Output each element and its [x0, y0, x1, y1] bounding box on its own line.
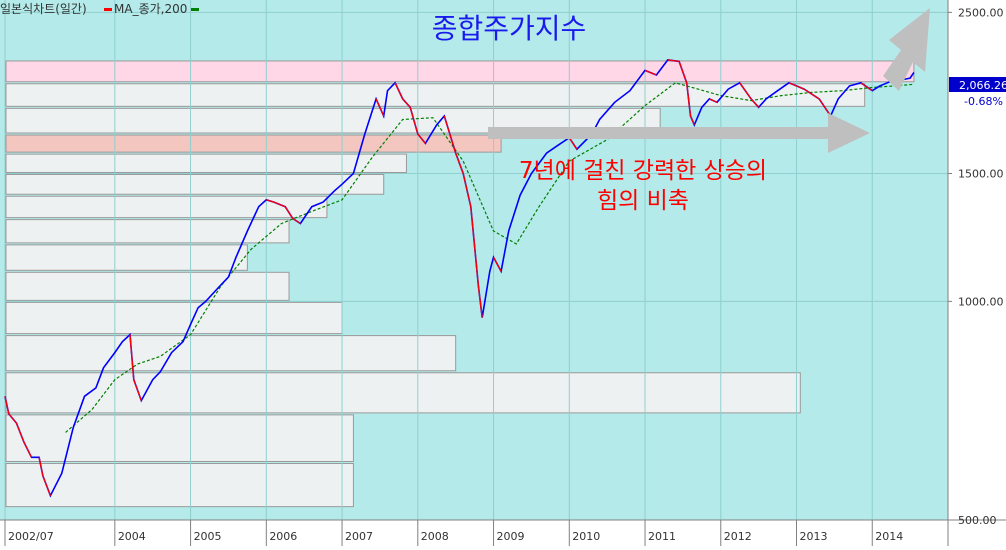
volume-profile-bar-13 — [5, 414, 354, 462]
volume-profile-bar-14 — [5, 462, 354, 508]
price-down-segment-32 — [273, 201, 286, 208]
legend-ma-label: MA_종가,200 — [114, 2, 187, 16]
y-tick-label-0: 2500.00 — [958, 6, 1004, 19]
price-down-segment-42 — [375, 98, 385, 117]
price-down-segment-45 — [394, 82, 404, 100]
price-down-segment-74 — [678, 61, 688, 83]
price-down-segment-83 — [750, 98, 760, 108]
volume-profile-bar-8 — [5, 244, 248, 271]
volume-profile-bar-6 — [5, 195, 328, 219]
price-down-segment-2 — [8, 413, 17, 424]
last-price-badge — [949, 77, 1006, 92]
y-tick-label-2: 1000.00 — [958, 295, 1004, 308]
legend-chart-name: 일본식차트(일간) — [0, 2, 87, 16]
last-price-change: -0.68% — [964, 95, 1003, 108]
price-down-segment-76 — [689, 115, 695, 126]
price-down-segment-58 — [492, 256, 502, 272]
price-down-segment-16 — [129, 334, 135, 380]
annotation-line-2: 힘의 비축 — [597, 188, 689, 214]
volume-profile-bar-5 — [5, 173, 385, 195]
price-down-segment-71 — [644, 69, 657, 76]
volume-profile-bar-3 — [5, 134, 502, 153]
x-tick-label-9: 2012 — [724, 530, 752, 543]
price-down-segment-90 — [818, 98, 832, 117]
price-down-segment-3 — [15, 422, 25, 443]
trend-arrows — [488, 8, 930, 153]
volume-profile-bar-7 — [5, 219, 290, 244]
volume-profile-bar-11 — [5, 335, 457, 372]
price-down-segment-34 — [292, 218, 301, 225]
price-down-segment-48 — [417, 133, 426, 144]
price-down-segment-52 — [455, 152, 464, 174]
price-series — [4, 59, 915, 498]
volume-profile-bar-1 — [5, 83, 866, 107]
x-tick-label-2: 2005 — [194, 530, 222, 543]
x-tick-label-11: 2014 — [875, 530, 903, 543]
y-tick-label-3: 500.00 — [958, 514, 997, 527]
volume-profile — [5, 60, 915, 508]
x-tick-label-4: 2007 — [345, 530, 373, 543]
price-down-segment-47 — [409, 107, 419, 135]
x-tick-label-1: 2004 — [118, 530, 146, 543]
price-down-segment-89 — [803, 88, 820, 100]
price-down-segment-33 — [284, 206, 294, 219]
y-tick-label-1: 1500.00 — [958, 167, 1004, 180]
legend-price-swatch — [104, 8, 112, 11]
price-down-segment-88 — [796, 85, 805, 90]
trend-arrow-diagonal — [883, 8, 930, 91]
price-down-segment-54 — [470, 206, 480, 287]
trend-arrow-horizontal — [488, 113, 870, 153]
volume-profile-bar-10 — [5, 301, 343, 335]
price-down-segment-75 — [686, 82, 692, 117]
price-down-segment-17 — [133, 379, 142, 401]
x-tick-label-8: 2011 — [648, 530, 676, 543]
x-tick-label-3: 2006 — [269, 530, 297, 543]
x-tick-label-5: 2008 — [421, 530, 449, 543]
price-down-segment-31 — [266, 199, 275, 203]
price-down-segment-46 — [402, 98, 411, 108]
volume-profile-bar-9 — [5, 271, 290, 301]
annotation-line-1: 7년에 걸친 강력한 상승의 — [519, 158, 767, 184]
grid — [4, 0, 948, 521]
x-tick-label-10: 2013 — [800, 530, 828, 543]
price-down-segment-7 — [42, 475, 52, 496]
chart-title: 종합주가지수 — [432, 12, 587, 45]
x-tick-label-6: 2009 — [497, 530, 525, 543]
last-price-value: 2,066.26 — [959, 79, 1006, 92]
volume-profile-bar-12 — [5, 372, 801, 414]
volume-profile-bar-4 — [5, 153, 407, 173]
x-tick-label-7: 2010 — [572, 530, 600, 543]
price-down-segment-4 — [23, 441, 33, 458]
date-axis-panel — [0, 520, 1006, 546]
price-down-segment-79 — [709, 98, 718, 103]
price-down-segment-82 — [739, 82, 752, 100]
price-down-segment-94 — [860, 82, 873, 92]
price-down-segment-53 — [462, 173, 472, 207]
volume-profile-bar-0 — [5, 60, 915, 83]
ma-series — [65, 82, 914, 433]
price-down-segment-73 — [667, 59, 680, 63]
price-down-segment-55 — [477, 285, 483, 318]
price-down-segment-51 — [443, 115, 457, 154]
ma-line — [65, 82, 914, 433]
legend-ma-swatch — [191, 8, 199, 11]
price-down-segment-1 — [4, 396, 10, 415]
x-tick-label-0: 2002/07 — [8, 530, 54, 543]
price-down-segment-6 — [38, 457, 44, 477]
price-down-segment-65 — [568, 137, 578, 150]
price-down-segment-87 — [788, 82, 797, 87]
